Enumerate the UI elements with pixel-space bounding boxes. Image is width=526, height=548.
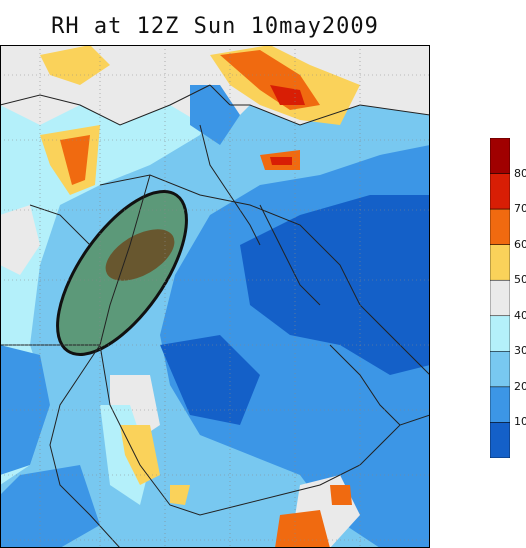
dry-patch-southwest [0, 465, 100, 548]
colorbar-tick-label: 50 [514, 273, 526, 287]
colorbar-swatch [489, 422, 511, 459]
colorbar-swatch [489, 386, 511, 423]
very-dry-core [240, 195, 430, 375]
colorbar-swatch [489, 279, 511, 317]
map-title: RH at 12Z Sun 10may2009 [51, 14, 379, 39]
colorbar [489, 137, 511, 459]
colorbar-swatch [489, 173, 511, 210]
moist-patch-south-small [330, 485, 352, 505]
moist-patch-yemen [120, 425, 160, 485]
rh-map-svg [0, 45, 430, 548]
neutral-patch-west [0, 205, 40, 275]
colorbar-swatch [489, 208, 511, 245]
colorbar-tick-label: 70 [514, 202, 526, 216]
colorbar-tick-label: 30 [514, 344, 526, 358]
colorbar-svg [489, 137, 511, 459]
rh-map [0, 45, 430, 548]
moist-peak-gulf [270, 157, 292, 165]
colorbar-swatch [489, 244, 511, 281]
colorbar-swatch [489, 137, 511, 174]
moist-core-levant [60, 135, 90, 185]
moist-patch-south [275, 510, 330, 548]
very-dry-core-south [160, 335, 260, 425]
colorbar-swatch [489, 315, 511, 352]
colorbar-tick-label: 40 [514, 308, 526, 322]
moist-peak-iran [270, 85, 305, 105]
coastlines [0, 84, 430, 548]
colorbar-labels: 80 70 60 50 40 30 20 10 [514, 138, 526, 458]
moist-patch-horn [170, 485, 190, 505]
colorbar-tick-label: 60 [514, 237, 526, 251]
colorbar-tick-label: 20 [514, 379, 526, 393]
colorbar-tick-label: 10 [514, 415, 526, 429]
dry-patch-north [190, 85, 240, 145]
colorbar-swatch [489, 351, 511, 388]
colorbar-tick-label: 80 [514, 166, 526, 180]
